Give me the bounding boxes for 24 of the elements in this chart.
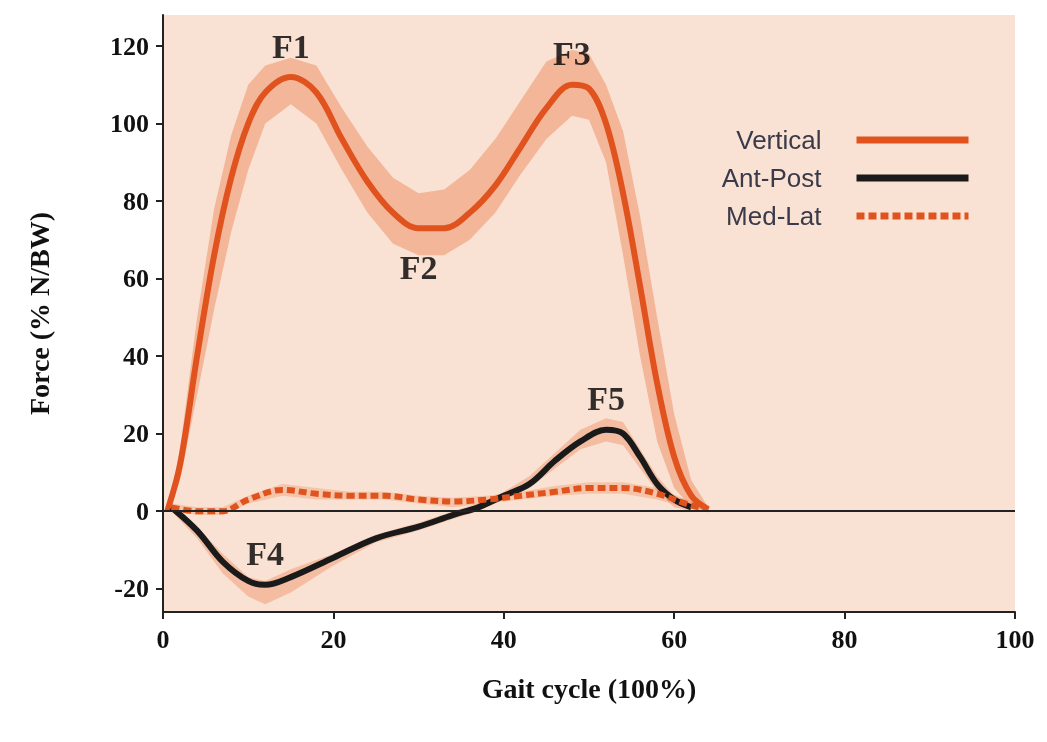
y-tick-label: 80 [123,186,149,216]
annotation: F4 [246,535,285,573]
legend-label: Med-Lat [726,201,823,231]
x-axis-title: Gait cycle (100%) [481,672,697,704]
legend-label: Ant-Post [721,163,823,193]
x-tick-label: 80 [831,624,858,654]
annotation: F1 [271,27,310,65]
y-tick-label: 120 [110,31,149,61]
annotation: F3 [553,35,591,73]
y-axis-title: Force (% N/BW) [23,211,55,416]
y-tick-label: 40 [123,341,149,371]
annotation: F5 [587,380,625,418]
y-tick-label: 20 [123,419,149,449]
y-tick-label: 0 [136,496,149,526]
x-tick-label: 60 [661,624,688,654]
x-tick-label: 100 [995,624,1035,654]
x-tick-label: 40 [490,624,517,654]
legend-label: Vertical [736,125,822,155]
annotation: F2 [399,248,438,286]
y-tick-label: 60 [123,264,149,294]
y-tick-label: -20 [114,574,149,604]
x-tick-label: 20 [320,624,347,654]
x-tick-label: 0 [156,624,170,654]
y-tick-label: 100 [110,109,149,139]
